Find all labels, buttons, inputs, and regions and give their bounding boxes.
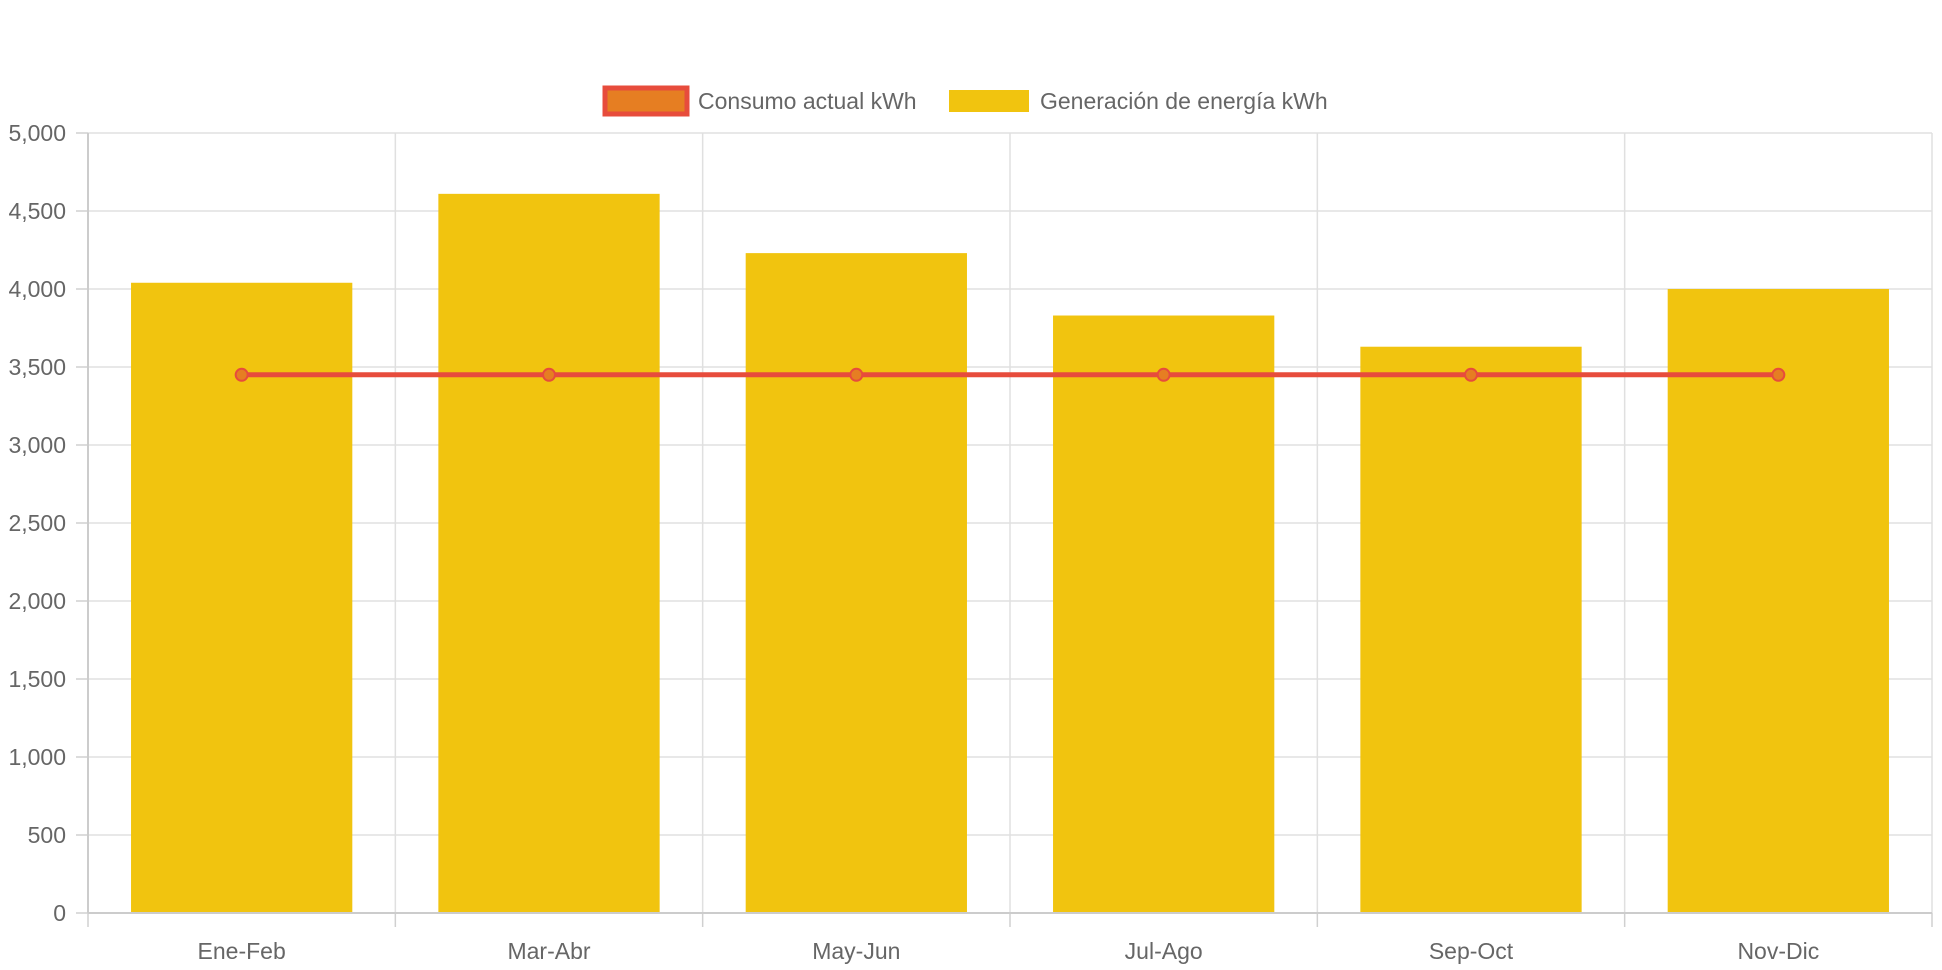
y-tick-label: 500: [28, 822, 66, 848]
consumo-point-mar-abr[interactable]: [542, 367, 556, 382]
legend: Consumo actual kWh Generación de energía…: [602, 85, 1328, 117]
axes: 0 500 1,000 1,500 2,000 2,500 3,000 3,500 4,000 4…: [8, 120, 1933, 964]
bar-generacion-mar-abr[interactable]: [438, 193, 660, 914]
x-tick-label: Mar-Abr: [507, 938, 590, 964]
consumo-point-may-jun[interactable]: [849, 367, 864, 382]
x-tick-label: Sep-Oct: [1429, 938, 1514, 964]
legend-item-consumo[interactable]: Consumo actual kWh: [602, 85, 917, 117]
legend-swatch-consumo: [602, 85, 690, 117]
bar-generacion-nov-dic[interactable]: [1667, 289, 1889, 913]
y-tick-label: 0: [53, 900, 66, 926]
y-tick-label: 1,500: [8, 666, 66, 692]
legend-label-generacion: Generación de energía kWh: [1040, 88, 1328, 114]
y-tick-label: 4,500: [8, 198, 66, 224]
legend-item-generacion[interactable]: Generación de energía kWh: [949, 88, 1328, 114]
x-tick-label: Ene-Feb: [198, 938, 286, 964]
grid: [87, 132, 1933, 914]
consumo-point-jul-ago[interactable]: [1156, 367, 1171, 382]
y-tick-label: 1,000: [8, 744, 66, 770]
y-tick-label: 3,500: [8, 354, 66, 380]
bar-generacion-ene-feb[interactable]: [131, 282, 353, 913]
y-tick-label: 3,000: [8, 432, 66, 458]
bar-generacion-sep-oct[interactable]: [1360, 346, 1582, 914]
consumo-point-ene-feb[interactable]: [234, 367, 249, 382]
x-tick-label: May-Jun: [812, 938, 900, 964]
y-tick-label: 4,000: [8, 276, 66, 302]
y-tick-label: 2,500: [8, 510, 66, 536]
bars: [131, 193, 1889, 914]
consumo-point-sep-oct[interactable]: [1464, 367, 1478, 382]
consumption-line: [234, 367, 1786, 382]
consumo-point-nov-dic[interactable]: [1771, 367, 1786, 382]
x-tick-label: Nov-Dic: [1737, 938, 1819, 964]
y-tick-label: 5,000: [8, 120, 66, 146]
bar-generacion-may-jun[interactable]: [745, 253, 967, 913]
legend-swatch-generacion: [949, 90, 1029, 112]
x-tick-label: Jul-Ago: [1125, 938, 1203, 964]
y-tick-label: 2,000: [8, 588, 66, 614]
legend-label-consumo: Consumo actual kWh: [698, 88, 917, 114]
bar-generacion-jul-ago[interactable]: [1053, 315, 1275, 913]
